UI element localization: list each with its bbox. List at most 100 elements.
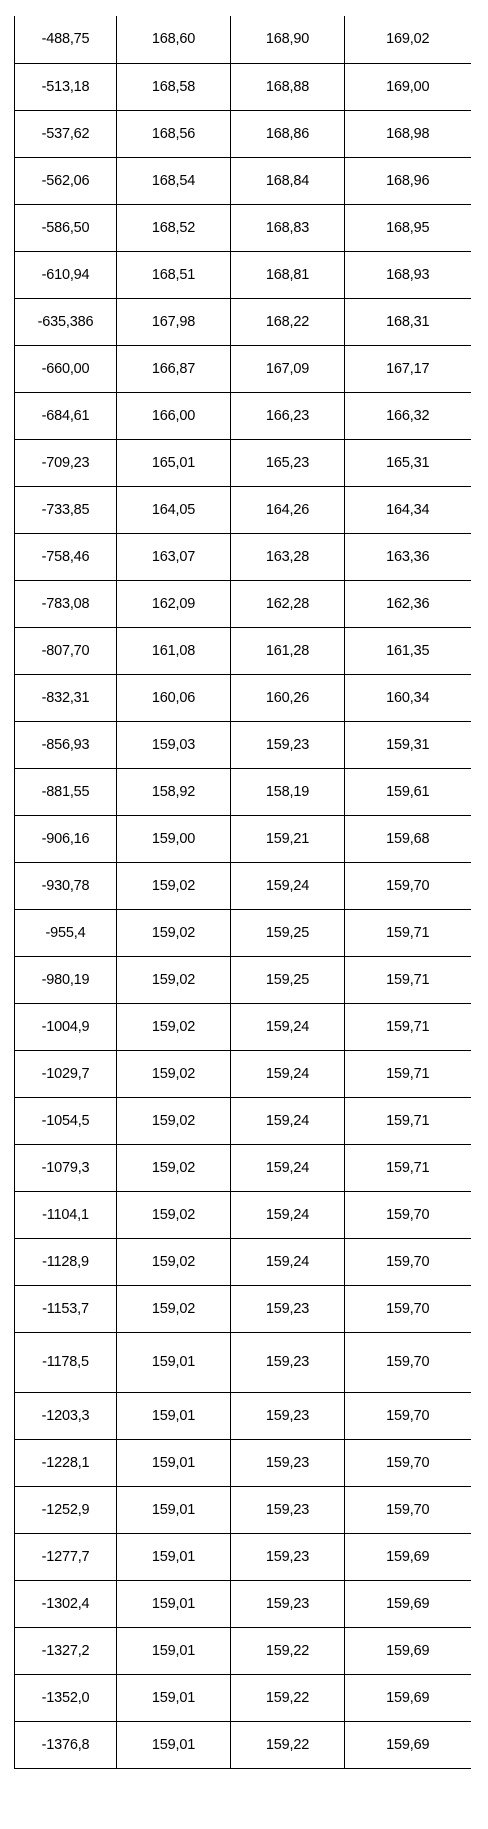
table-row: -1352,0 159,01 159,22 159,69 (14, 1674, 471, 1722)
table-cell-col-3: 159,23 (230, 1392, 345, 1440)
table-cell-col-4: 162,36 (344, 580, 471, 628)
table-row: -856,93 159,03 159,23 159,31 (14, 721, 471, 769)
table-cell-col-1: -586,50 (14, 204, 117, 252)
table-cell-col-2: 164,05 (116, 486, 231, 534)
table-cell-col-3: 159,24 (230, 1050, 345, 1098)
table-row: -1302,4 159,01 159,23 159,69 (14, 1580, 471, 1628)
table-cell-col-4: 159,70 (344, 1392, 471, 1440)
table-cell-col-2: 159,02 (116, 1191, 231, 1239)
table-cell-col-3: 159,22 (230, 1721, 345, 1769)
table-cell-col-1: -537,62 (14, 110, 117, 158)
table-cell-col-2: 159,03 (116, 721, 231, 769)
table-cell-col-3: 159,25 (230, 909, 345, 957)
table-cell-col-2: 159,01 (116, 1721, 231, 1769)
table-cell-col-4: 159,70 (344, 1238, 471, 1286)
table-cell-col-3: 159,23 (230, 1486, 345, 1534)
table-row: -1203,3 159,01 159,23 159,70 (14, 1392, 471, 1440)
table-cell-col-1: -881,55 (14, 768, 117, 816)
table-cell-col-4: 159,70 (344, 1332, 471, 1393)
table-cell-col-3: 168,84 (230, 157, 345, 205)
table-cell-col-1: -1376,8 (14, 1721, 117, 1769)
table-cell-col-3: 168,88 (230, 63, 345, 111)
table-cell-col-1: -709,23 (14, 439, 117, 487)
table-cell-col-3: 158,19 (230, 768, 345, 816)
table-cell-col-1: -513,18 (14, 63, 117, 111)
table-cell-col-3: 168,83 (230, 204, 345, 252)
table-cell-col-3: 159,24 (230, 1003, 345, 1051)
table-cell-col-1: -930,78 (14, 862, 117, 910)
table-cell-col-4: 164,34 (344, 486, 471, 534)
table-cell-col-4: 159,71 (344, 1144, 471, 1192)
table-cell-col-1: -660,00 (14, 345, 117, 393)
table-cell-col-3: 159,23 (230, 1332, 345, 1393)
table-row: -832,31 160,06 160,26 160,34 (14, 674, 471, 722)
table-cell-col-2: 159,01 (116, 1580, 231, 1628)
table-row: -955,4 159,02 159,25 159,71 (14, 909, 471, 957)
table-row: -1079,3 159,02 159,24 159,71 (14, 1144, 471, 1192)
table-cell-col-2: 166,87 (116, 345, 231, 393)
table-cell-col-2: 159,01 (116, 1674, 231, 1722)
table-cell-col-2: 159,02 (116, 909, 231, 957)
table-row: -513,18 168,58 168,88 169,00 (14, 63, 471, 111)
table-cell-col-2: 159,01 (116, 1439, 231, 1487)
table-cell-col-2: 159,02 (116, 956, 231, 1004)
table-cell-col-4: 168,31 (344, 298, 471, 346)
table-cell-col-4: 159,71 (344, 1050, 471, 1098)
table-cell-col-4: 169,02 (344, 16, 471, 64)
table-cell-col-1: -1203,3 (14, 1392, 117, 1440)
table-cell-col-1: -832,31 (14, 674, 117, 722)
table-cell-col-1: -955,4 (14, 909, 117, 957)
table-cell-col-1: -1153,7 (14, 1285, 117, 1333)
table-cell-col-3: 159,23 (230, 1533, 345, 1581)
table-cell-col-2: 159,01 (116, 1392, 231, 1440)
table-cell-col-2: 167,98 (116, 298, 231, 346)
table-cell-col-1: -1277,7 (14, 1533, 117, 1581)
table-cell-col-3: 168,86 (230, 110, 345, 158)
table-cell-col-1: -1252,9 (14, 1486, 117, 1534)
table-cell-col-4: 159,69 (344, 1533, 471, 1581)
table-cell-col-4: 159,61 (344, 768, 471, 816)
table-row: -807,70 161,08 161,28 161,35 (14, 627, 471, 675)
table-cell-col-4: 159,71 (344, 1003, 471, 1051)
table-cell-col-3: 159,24 (230, 1144, 345, 1192)
table-cell-col-1: -1079,3 (14, 1144, 117, 1192)
table-cell-col-4: 168,93 (344, 251, 471, 299)
table-row: -980,19 159,02 159,25 159,71 (14, 956, 471, 1004)
table-row: -1252,9 159,01 159,23 159,70 (14, 1486, 471, 1534)
table-cell-col-4: 159,71 (344, 909, 471, 957)
table-cell-col-1: -684,61 (14, 392, 117, 440)
table-cell-col-4: 168,98 (344, 110, 471, 158)
table-cell-col-3: 160,26 (230, 674, 345, 722)
table-row: -586,50 168,52 168,83 168,95 (14, 204, 471, 252)
table-cell-col-4: 159,69 (344, 1674, 471, 1722)
table-cell-col-3: 159,22 (230, 1627, 345, 1675)
table-cell-col-2: 168,54 (116, 157, 231, 205)
table-cell-col-1: -488,75 (14, 16, 117, 64)
table-cell-col-1: -856,93 (14, 721, 117, 769)
table-cell-col-3: 159,25 (230, 956, 345, 1004)
table-row: -1277,7 159,01 159,23 159,69 (14, 1533, 471, 1581)
table-cell-col-2: 168,51 (116, 251, 231, 299)
table-body: -488,75 168,60 168,90 169,02 -513,18 168,58 16… (14, 16, 471, 1769)
table-cell-col-2: 159,02 (116, 862, 231, 910)
table-cell-col-4: 160,34 (344, 674, 471, 722)
table-cell-col-3: 164,26 (230, 486, 345, 534)
table-row: -1004,9 159,02 159,24 159,71 (14, 1003, 471, 1051)
table-cell-col-2: 159,02 (116, 1285, 231, 1333)
table-cell-col-1: -1302,4 (14, 1580, 117, 1628)
data-table: -488,75 168,60 168,90 169,02 -513,18 168,58 16… (14, 16, 471, 1769)
table-cell-col-2: 158,92 (116, 768, 231, 816)
table-cell-col-2: 168,60 (116, 16, 231, 64)
table-cell-col-4: 159,71 (344, 956, 471, 1004)
table-cell-col-3: 159,23 (230, 721, 345, 769)
table-row: -1029,7 159,02 159,24 159,71 (14, 1050, 471, 1098)
table-cell-col-3: 165,23 (230, 439, 345, 487)
table-row: -1104,1 159,02 159,24 159,70 (14, 1191, 471, 1239)
table-cell-col-4: 161,35 (344, 627, 471, 675)
table-row: -709,23 165,01 165,23 165,31 (14, 439, 471, 487)
table-row: -1054,5 159,02 159,24 159,71 (14, 1097, 471, 1145)
table-row: -881,55 158,92 158,19 159,61 (14, 768, 471, 816)
table-cell-col-4: 168,96 (344, 157, 471, 205)
table-cell-col-1: -758,46 (14, 533, 117, 581)
table-cell-col-3: 166,23 (230, 392, 345, 440)
